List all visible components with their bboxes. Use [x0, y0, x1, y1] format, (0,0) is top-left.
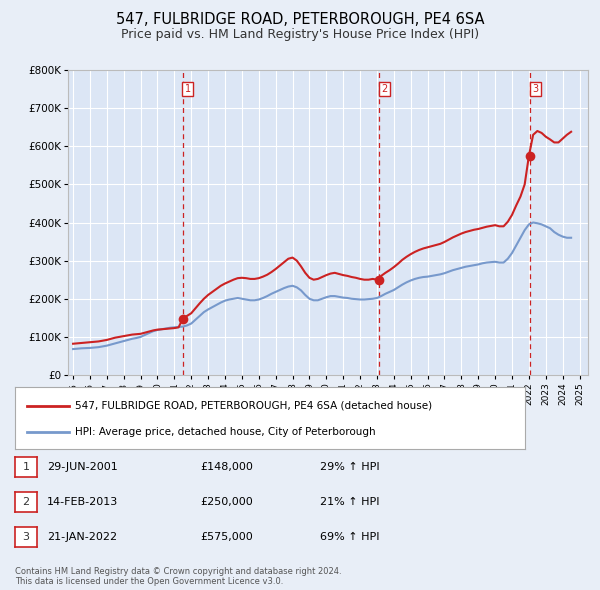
- Text: 14-FEB-2013: 14-FEB-2013: [47, 497, 118, 507]
- Text: 1: 1: [185, 84, 191, 94]
- Text: £575,000: £575,000: [200, 532, 253, 542]
- Text: Price paid vs. HM Land Registry's House Price Index (HPI): Price paid vs. HM Land Registry's House …: [121, 28, 479, 41]
- Text: Contains HM Land Registry data © Crown copyright and database right 2024.
This d: Contains HM Land Registry data © Crown c…: [15, 566, 341, 586]
- Text: £250,000: £250,000: [200, 497, 253, 507]
- Text: 29-JUN-2001: 29-JUN-2001: [47, 462, 118, 472]
- Text: 547, FULBRIDGE ROAD, PETERBOROUGH, PE4 6SA (detached house): 547, FULBRIDGE ROAD, PETERBOROUGH, PE4 6…: [75, 401, 432, 411]
- Text: 3: 3: [23, 532, 29, 542]
- Text: HPI: Average price, detached house, City of Peterborough: HPI: Average price, detached house, City…: [75, 427, 376, 437]
- Text: 1: 1: [23, 462, 29, 472]
- Text: 547, FULBRIDGE ROAD, PETERBOROUGH, PE4 6SA: 547, FULBRIDGE ROAD, PETERBOROUGH, PE4 6…: [116, 12, 484, 27]
- Text: 69% ↑ HPI: 69% ↑ HPI: [320, 532, 380, 542]
- Text: 3: 3: [532, 84, 538, 94]
- Text: 2: 2: [381, 84, 387, 94]
- Text: 29% ↑ HPI: 29% ↑ HPI: [320, 462, 380, 472]
- Text: 21-JAN-2022: 21-JAN-2022: [47, 532, 117, 542]
- Text: 21% ↑ HPI: 21% ↑ HPI: [320, 497, 380, 507]
- Text: £148,000: £148,000: [200, 462, 253, 472]
- Text: 2: 2: [22, 497, 29, 507]
